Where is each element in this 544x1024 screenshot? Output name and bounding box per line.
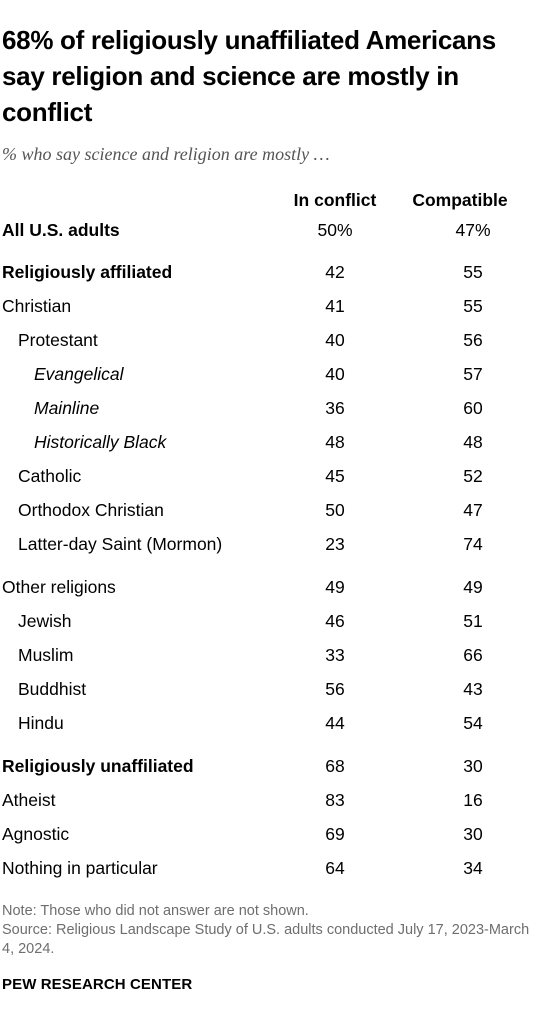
- row-label: Evangelical: [34, 364, 124, 384]
- compatible-value: 60: [463, 398, 483, 418]
- in-conflict-value: 36: [325, 398, 345, 418]
- row-label: Religiously affiliated: [2, 262, 173, 282]
- table-row: Religiously unaffiliated 68 30: [0, 749, 544, 783]
- compatible-value: 57: [463, 364, 483, 384]
- compatible-value: 74: [463, 534, 483, 554]
- in-conflict-value: 46: [325, 611, 345, 631]
- table-row: Atheist 83 16: [0, 783, 544, 817]
- in-conflict-value: 48: [325, 432, 345, 452]
- row-label: Buddhist: [18, 679, 87, 699]
- row-label: Other religions: [2, 577, 116, 597]
- compatible-value: 30: [463, 756, 483, 776]
- table-row: Protestant 40 56: [0, 323, 544, 357]
- compatible-value: 66: [463, 645, 483, 665]
- row-label: Latter-day Saint (Mormon): [18, 534, 223, 554]
- table-row: Religiously affiliated 42 55: [0, 255, 544, 289]
- compatible-value: 47: [463, 500, 483, 520]
- compatible-value: 55: [463, 262, 483, 282]
- row-label: Hindu: [18, 713, 64, 733]
- table-row: Agnostic 69 30: [0, 817, 544, 851]
- in-conflict-value: 50%: [317, 220, 353, 240]
- row-label: Christian: [2, 296, 72, 316]
- compatible-value: 47%: [455, 220, 491, 240]
- table-row: Muslim 33 66: [0, 638, 544, 672]
- in-conflict-value: 40: [325, 330, 345, 350]
- row-label: Atheist: [2, 790, 56, 810]
- compatible-value: 52: [463, 466, 483, 486]
- table-row: Orthodox Christian 50 47: [0, 493, 544, 527]
- in-conflict-value: 50: [325, 500, 345, 520]
- table-row: Hindu 44 54: [0, 706, 544, 740]
- in-conflict-value: 33: [325, 645, 345, 665]
- table-row: Jewish 46 51: [0, 604, 544, 638]
- compatible-value: 43: [463, 679, 483, 699]
- row-label: Religiously unaffiliated: [2, 756, 194, 776]
- brand-logo-text: PEW RESEARCH CENTER: [2, 976, 193, 993]
- table-row: Historically Black 48 48: [0, 425, 544, 459]
- note-text: Note: Those who did not answer are not s…: [2, 903, 309, 919]
- row-label: All U.S. adults: [2, 220, 120, 240]
- row-label: Orthodox Christian: [18, 500, 164, 520]
- in-conflict-value: 42: [325, 262, 345, 282]
- compatible-value: 30: [463, 824, 483, 844]
- column-header-compatible: Compatible: [412, 190, 508, 210]
- compatible-value: 54: [463, 713, 483, 733]
- compatible-value: 56: [463, 330, 483, 350]
- row-label: Jewish: [18, 611, 72, 631]
- in-conflict-value: 49: [325, 577, 345, 597]
- footnote: Note: Those who did not answer are not s…: [2, 902, 542, 959]
- table-row: Evangelical 40 57: [0, 357, 544, 391]
- table-row: Latter-day Saint (Mormon) 23 74: [0, 527, 544, 561]
- in-conflict-value: 40: [325, 364, 345, 384]
- compatible-value: 34: [463, 858, 483, 878]
- column-header-in-conflict: In conflict: [293, 190, 377, 210]
- table-row: All U.S. adults 50% 47%: [0, 213, 544, 247]
- row-label: Protestant: [18, 330, 98, 350]
- in-conflict-value: 23: [325, 534, 345, 554]
- compatible-value: 49: [463, 577, 483, 597]
- in-conflict-value: 64: [325, 858, 345, 878]
- table-row: Other religions 49 49: [0, 570, 544, 604]
- in-conflict-value: 56: [325, 679, 345, 699]
- row-label: Historically Black: [34, 432, 167, 452]
- chart-subtitle: % who say science and religion are mostl…: [2, 144, 330, 164]
- in-conflict-value: 41: [325, 296, 345, 316]
- row-label: Mainline: [34, 398, 100, 418]
- row-label: Muslim: [18, 645, 74, 665]
- in-conflict-value: 68: [325, 756, 345, 776]
- table-row: Buddhist 56 43: [0, 672, 544, 706]
- table-row: Christian 41 55: [0, 289, 544, 323]
- source-text: Source: Religious Landscape Study of U.S…: [2, 922, 530, 957]
- table-row: Catholic 45 52: [0, 459, 544, 493]
- in-conflict-value: 45: [325, 466, 345, 486]
- compatible-value: 48: [463, 432, 483, 452]
- row-label: Nothing in particular: [2, 858, 158, 878]
- table-row: Nothing in particular 64 34: [0, 851, 544, 885]
- in-conflict-value: 69: [325, 824, 345, 844]
- compatible-value: 51: [463, 611, 483, 631]
- row-label: Agnostic: [2, 824, 70, 844]
- compatible-value: 16: [463, 790, 483, 810]
- row-label: Catholic: [18, 466, 82, 486]
- in-conflict-value: 44: [325, 713, 345, 733]
- compatible-value: 55: [463, 296, 483, 316]
- table-row: Mainline 36 60: [0, 391, 544, 425]
- chart-title: 68% of religiously unaffiliated American…: [2, 25, 496, 127]
- in-conflict-value: 83: [325, 790, 345, 810]
